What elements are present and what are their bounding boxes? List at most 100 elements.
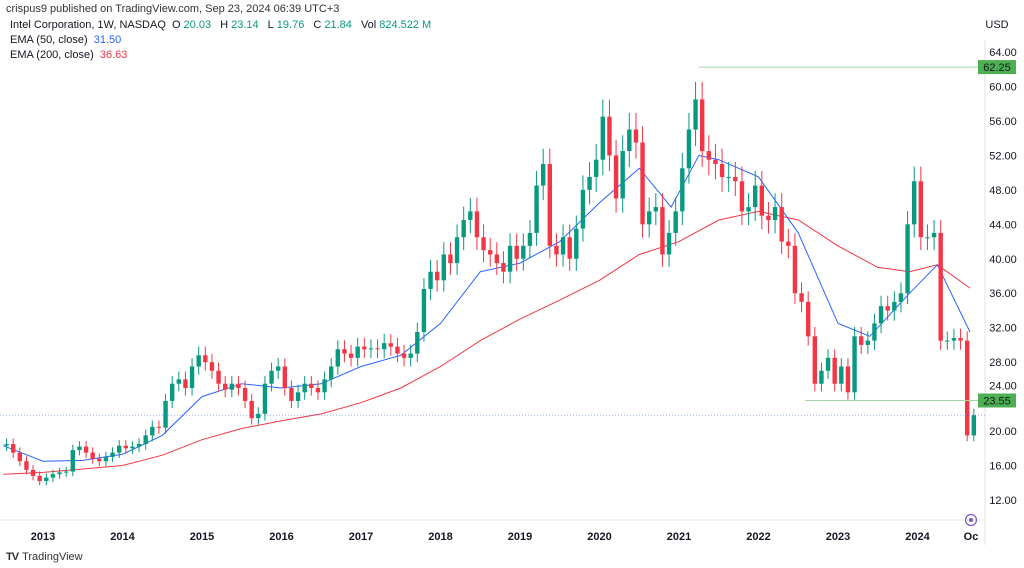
- candle-body: [57, 472, 62, 475]
- candle-body: [17, 452, 23, 462]
- candle-body: [348, 353, 354, 358]
- candle-body: [249, 400, 254, 419]
- candle-body: [792, 245, 798, 294]
- candle-body: [779, 207, 784, 242]
- candle-body: [474, 211, 480, 238]
- candle-body: [77, 446, 82, 451]
- candle-body: [30, 469, 36, 476]
- candle-body: [44, 477, 49, 482]
- candle-body: [547, 164, 553, 246]
- level-price-label: 23.55: [983, 395, 1011, 407]
- symbol-name[interactable]: Intel Corporation, 1W, NASDAQ: [10, 19, 166, 31]
- candle-body: [116, 445, 122, 453]
- candle-body: [90, 452, 95, 459]
- candle-body: [613, 155, 619, 199]
- ema200-row[interactable]: EMA (200, close) 36.63: [10, 48, 437, 63]
- candle-body: [388, 343, 394, 347]
- candle-body: [666, 232, 672, 255]
- candle-body: [196, 355, 201, 367]
- x-tick-label: 2020: [587, 531, 611, 543]
- candle-body: [872, 323, 877, 341]
- candle-body: [209, 362, 215, 371]
- candle-body: [766, 215, 771, 221]
- candle-body: [633, 129, 639, 143]
- candle-body: [865, 340, 871, 345]
- candle-body: [328, 366, 334, 380]
- open-label: O: [171, 19, 181, 31]
- candle-body: [461, 220, 466, 238]
- candle-body: [898, 293, 904, 302]
- y-tick-label: 32.00: [989, 323, 1017, 335]
- ema200-line: [3, 210, 971, 475]
- candle-body: [50, 474, 56, 478]
- candle-body: [858, 336, 864, 345]
- candle-body: [83, 446, 89, 453]
- candle-body: [163, 400, 168, 428]
- y-tick-label: 40.00: [989, 254, 1017, 266]
- candle-body: [534, 185, 539, 233]
- candle-body: [282, 366, 288, 389]
- y-tick-label: 48.00: [989, 185, 1017, 197]
- y-tick-label: 52.00: [989, 150, 1017, 162]
- candle-body: [587, 176, 592, 190]
- candle-body: [103, 456, 109, 462]
- x-tick-label: 2016: [269, 531, 293, 543]
- legend: Intel Corporation, 1W, NASDAQ O 20.03 H 23…: [10, 18, 437, 63]
- brand-name: TradingView: [22, 551, 83, 563]
- y-tick-label: 16.00: [989, 461, 1017, 473]
- candle-body: [878, 306, 884, 324]
- candle-body: [150, 426, 155, 436]
- candle-body: [441, 254, 447, 281]
- x-tick-label: 2015: [190, 531, 214, 543]
- candle-body: [24, 461, 29, 470]
- candle-body: [183, 379, 188, 389]
- candle-body: [123, 445, 129, 449]
- candle-body: [487, 250, 493, 255]
- candle-body: [256, 413, 261, 419]
- candle-body: [600, 116, 606, 160]
- high-value: 23.14: [231, 19, 259, 31]
- tradingview-logo[interactable]: TV TradingView: [6, 551, 83, 563]
- candle-body: [434, 271, 440, 281]
- candle-body: [726, 176, 731, 178]
- candle-body: [958, 338, 963, 341]
- ema50-row[interactable]: EMA (50, close) 31.50: [10, 33, 437, 48]
- candle-body: [169, 383, 175, 401]
- y-tick-label: 12.00: [989, 495, 1017, 507]
- volume-value: 824.522 M: [379, 19, 432, 31]
- goto-realtime-icon[interactable]: [964, 513, 978, 527]
- candle-body: [381, 343, 387, 350]
- candle-body: [713, 159, 718, 165]
- candle-body: [368, 348, 374, 350]
- candle-body: [607, 116, 612, 156]
- candle-body: [653, 207, 659, 212]
- candle-body: [130, 446, 135, 449]
- x-tick-label: 2022: [746, 531, 770, 543]
- candle-body: [375, 348, 380, 350]
- candle-body: [739, 181, 745, 212]
- candle-body: [262, 383, 268, 414]
- candle-body: [839, 366, 844, 384]
- candle-body: [295, 392, 301, 401]
- candle-body: [521, 245, 526, 259]
- candle-body: [10, 444, 16, 453]
- candle-body: [660, 207, 665, 255]
- candle-body: [63, 471, 69, 473]
- candle-body: [4, 444, 9, 446]
- candle-body: [554, 245, 559, 255]
- candle-body: [302, 383, 307, 393]
- open-value: 20.03: [183, 19, 212, 31]
- symbol-row: Intel Corporation, 1W, NASDAQ O 20.03 H 23…: [10, 18, 437, 33]
- candle-body: [315, 388, 321, 393]
- x-tick-label: 2021: [667, 531, 691, 543]
- x-tick-label: Oc: [964, 531, 979, 543]
- candle-body: [454, 237, 460, 264]
- candle-body: [275, 366, 281, 371]
- candle-body: [951, 338, 957, 341]
- candle-body: [812, 336, 818, 384]
- candle-body: [938, 232, 943, 341]
- candle-body: [918, 181, 924, 238]
- candle-body: [945, 340, 950, 342]
